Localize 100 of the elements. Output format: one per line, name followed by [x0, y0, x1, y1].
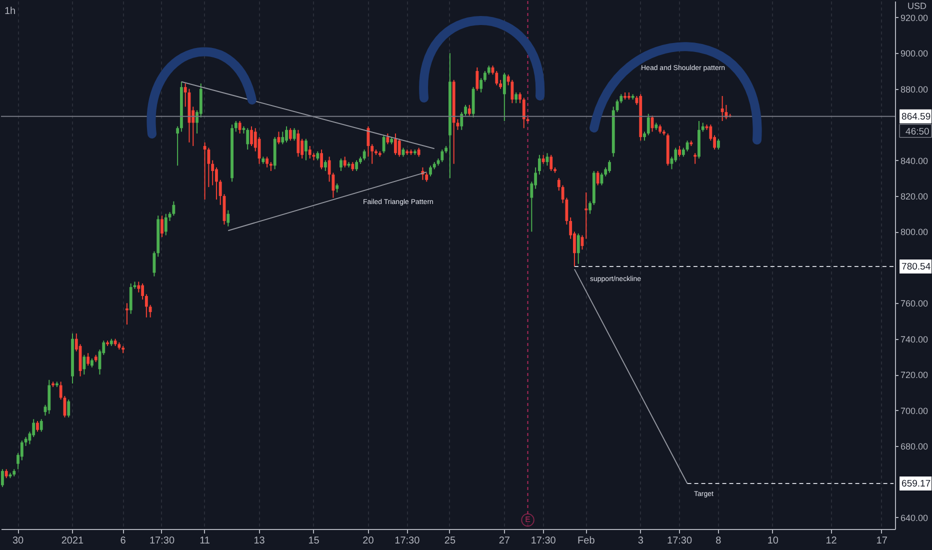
y-tick-label: 700.00 [900, 406, 928, 416]
candlestick [557, 178, 560, 192]
candlestick [355, 160, 358, 172]
candlestick [382, 134, 386, 154]
candlestick [308, 145, 312, 159]
candlestick [36, 420, 39, 432]
candlestick [288, 128, 292, 142]
candlestick [394, 132, 397, 156]
x-tick-label: 8 [716, 536, 722, 546]
candlestick [1, 468, 4, 488]
candlestick [215, 166, 218, 200]
candlestick [40, 418, 43, 432]
x-tick-label: 17:30 [394, 536, 420, 546]
candlestick [600, 172, 604, 186]
candlestick [296, 129, 300, 158]
x-tick-label: 13 [254, 536, 266, 546]
candlestick [340, 158, 342, 172]
candlestick [440, 149, 444, 163]
candlestick [82, 354, 86, 376]
candlestick [495, 70, 498, 86]
candlestick [164, 213, 168, 236]
x-tick-label: 2021 [61, 536, 84, 546]
candlestick [281, 131, 284, 145]
candlestick [324, 160, 327, 172]
text: 1h [4, 6, 16, 17]
candlestick [141, 282, 144, 300]
y-tick-label: 840.00 [900, 156, 928, 166]
candlestick [674, 147, 678, 163]
y-tick-label: 680.00 [900, 441, 928, 452]
candlestick [211, 160, 214, 186]
candlestick [476, 66, 479, 92]
candlestick [386, 132, 390, 145]
candlestick [588, 200, 592, 214]
candlestick [238, 120, 242, 134]
candlestick [160, 215, 164, 238]
candlestick [576, 232, 580, 264]
x-tick-label: 20 [362, 536, 374, 546]
candlestick [720, 95, 724, 122]
y-tick-label: 880.00 [900, 84, 928, 94]
candlestick [686, 140, 689, 152]
candlestick [218, 179, 222, 206]
candlestick [362, 149, 366, 161]
y-tick-label: 900.00 [900, 48, 928, 59]
candlestick [678, 145, 681, 158]
candlestick [246, 128, 250, 150]
candlestick [266, 156, 269, 168]
x-tick-label: Feb [578, 536, 596, 546]
x-tick-label: 30 [12, 536, 24, 546]
candlestick [646, 113, 650, 136]
candlestick [429, 165, 432, 177]
candlestick [502, 72, 506, 122]
x-tick-label: 17 [876, 536, 888, 546]
candlestick [20, 440, 24, 461]
candlestick [550, 154, 553, 172]
candlestick [144, 294, 148, 318]
x-tick-label: 6 [120, 536, 126, 546]
ref-line-label: 864.59 [902, 111, 931, 122]
candlestick [484, 70, 486, 82]
candlestick [460, 112, 464, 130]
candlestick [514, 92, 518, 104]
x-tick-label: 17:30 [530, 536, 556, 546]
candlestick [234, 120, 238, 132]
y-tick-label: 740.00 [900, 334, 928, 344]
candlestick [584, 192, 588, 240]
x-tick-label: 11 [200, 536, 210, 546]
x-tick-label: 15 [308, 536, 320, 546]
candlestick [464, 104, 467, 116]
candlestick [304, 138, 308, 161]
candlestick [522, 97, 526, 129]
text: 659.17 [902, 478, 931, 490]
candlestick [468, 104, 471, 116]
x-tick-label: 17:30 [667, 536, 692, 546]
annotation: E [525, 515, 530, 524]
candlestick [226, 210, 230, 227]
text: 46:50 [906, 126, 930, 138]
candlestick [126, 302, 128, 326]
candlestick [716, 138, 720, 150]
candlestick [596, 170, 600, 186]
y-tick-label: 760.00 [900, 298, 928, 309]
candlestick [538, 154, 541, 176]
text: 780.54 [902, 262, 931, 273]
candlestick [370, 144, 374, 164]
candlestick [176, 126, 180, 166]
x-tick-label: 27 [498, 536, 510, 546]
x-tick-label: 10 [767, 536, 779, 546]
candlestick [320, 149, 323, 170]
candlestick [203, 142, 206, 200]
y-tick-label: 640.00 [900, 512, 928, 523]
candlestick [67, 399, 70, 418]
x-tick-label: 17:30 [149, 536, 175, 546]
candlestick [86, 352, 90, 366]
x-tick-label: 3 [638, 536, 644, 546]
y-tick-label: 820.00 [900, 191, 928, 202]
candlestick [292, 128, 296, 142]
candlestick [608, 160, 611, 174]
candlestick [343, 156, 346, 168]
candlestick [137, 281, 140, 293]
candlestick [250, 126, 253, 146]
y-axis-title: USD [908, 1, 928, 11]
y-tick-label: 920.00 [900, 12, 928, 23]
